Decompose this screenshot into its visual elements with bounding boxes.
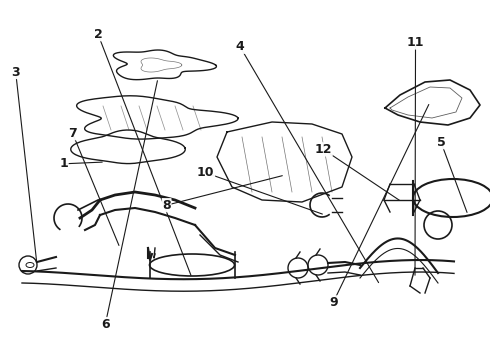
Text: 9: 9 bbox=[329, 296, 338, 309]
Text: 4: 4 bbox=[236, 40, 245, 53]
Text: 8: 8 bbox=[162, 199, 171, 212]
Text: 2: 2 bbox=[94, 28, 102, 41]
Text: 6: 6 bbox=[101, 318, 110, 330]
Text: 11: 11 bbox=[407, 36, 424, 49]
Text: 3: 3 bbox=[11, 66, 20, 78]
Text: 10: 10 bbox=[197, 166, 215, 179]
Text: 1: 1 bbox=[59, 157, 68, 170]
Text: 7: 7 bbox=[68, 127, 77, 140]
Text: 12: 12 bbox=[315, 143, 332, 156]
Text: 5: 5 bbox=[437, 136, 445, 149]
